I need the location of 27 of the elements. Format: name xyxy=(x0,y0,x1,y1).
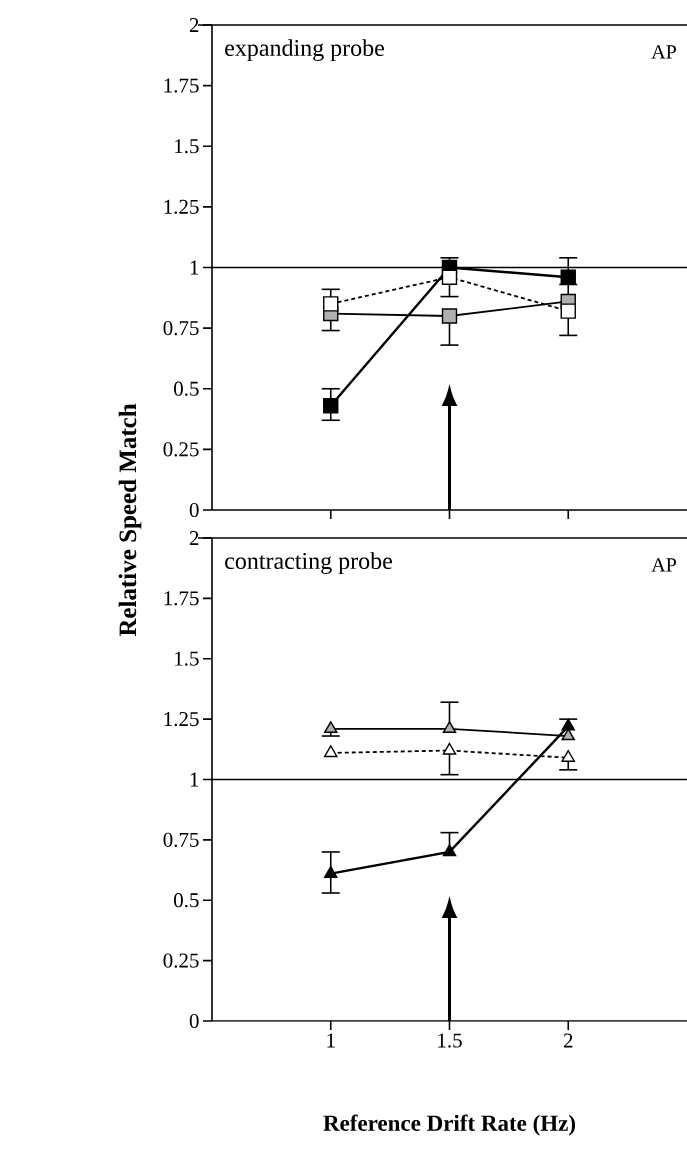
y-tick-label: 0.75 xyxy=(163,321,199,336)
y-tick-label: 1.25 xyxy=(164,199,199,214)
y-tick-label: 1.25 xyxy=(164,712,199,727)
annotation: expanding probe xyxy=(225,39,384,62)
y-tick-label: 0.5 xyxy=(174,381,199,396)
x-tick-label: 1 xyxy=(327,1033,335,1048)
y-tick-label: 2 xyxy=(189,18,199,32)
y-tick-label: 1 xyxy=(190,772,199,787)
y-axis-title: Relative Speed Match xyxy=(118,403,142,637)
y-tick-label: 0.25 xyxy=(163,953,199,968)
annotation: AP xyxy=(651,558,676,572)
y-tick-label: 1.75 xyxy=(164,591,199,606)
y-tick-label: 1.5 xyxy=(175,651,199,666)
y-tick-label: 0 xyxy=(189,1013,199,1029)
annotation: contracting probe xyxy=(225,552,392,575)
x-tick-label: 1.5 xyxy=(438,1033,462,1048)
y-tick-label: 0.75 xyxy=(163,832,199,847)
y-tick-label: 0.25 xyxy=(163,442,199,457)
x-tick-label: 2 xyxy=(563,1033,573,1048)
x-axis-title: Reference Drift Rate (Hz) xyxy=(323,1114,576,1136)
y-tick-label: 1.75 xyxy=(164,78,199,93)
y-tick-label: 1.5 xyxy=(175,139,199,154)
annotation: AP xyxy=(651,45,676,59)
y-tick-label: 0.5 xyxy=(174,893,199,908)
y-tick-label: 1 xyxy=(190,260,199,275)
y-tick-label: 2 xyxy=(189,531,199,545)
y-tick-label: 0 xyxy=(189,502,199,518)
